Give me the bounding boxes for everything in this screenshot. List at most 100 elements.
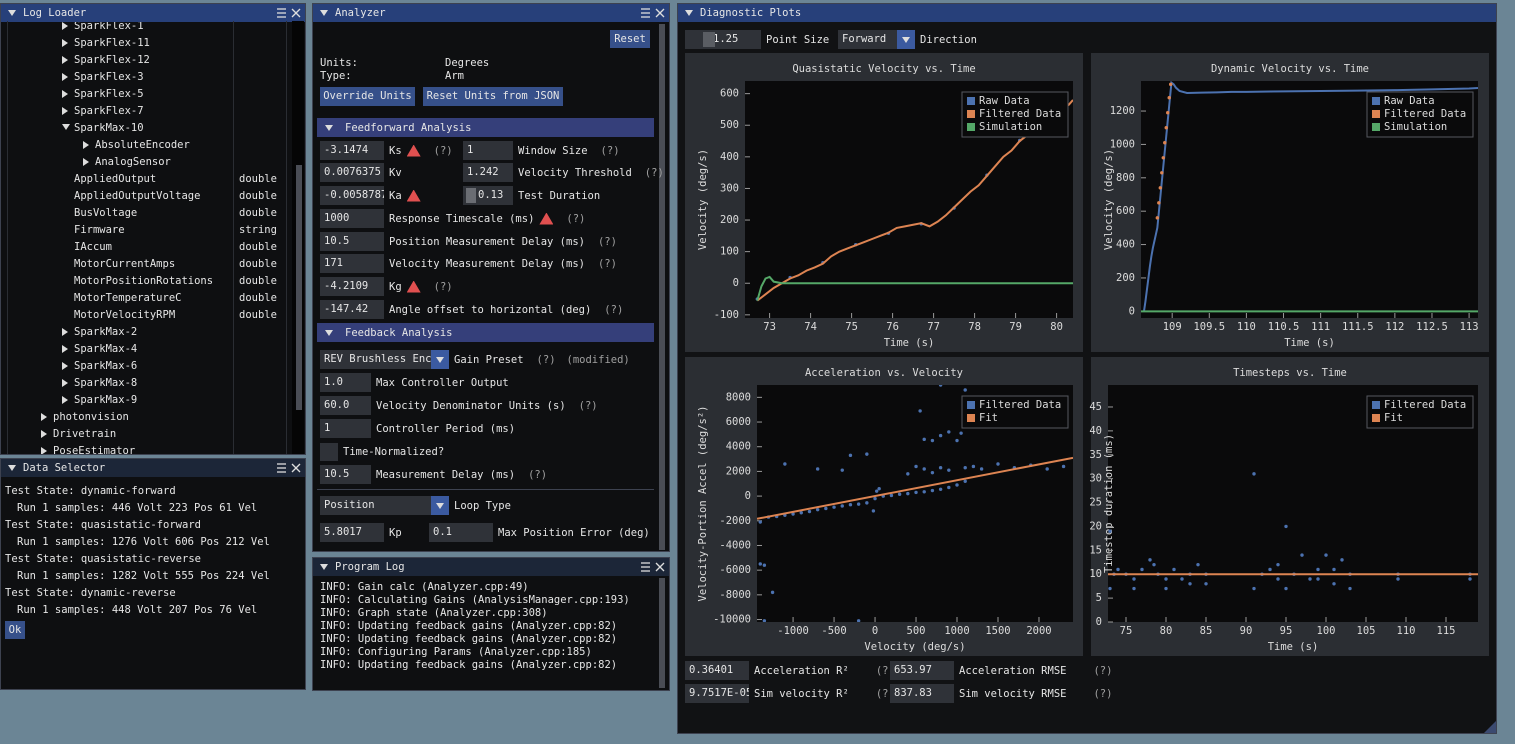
- input-field[interactable]: 1: [463, 141, 513, 160]
- help-marker[interactable]: (?): [536, 353, 556, 366]
- input-field[interactable]: 0.36401: [685, 661, 749, 680]
- tree-item[interactable]: AbsoluteEncoder: [95, 139, 190, 151]
- warning-icon[interactable]: [406, 144, 421, 157]
- window-controls[interactable]: [274, 4, 304, 22]
- tree-arrow[interactable]: [41, 430, 47, 438]
- input-field[interactable]: 653.97: [890, 661, 954, 680]
- tree-arrow[interactable]: [62, 362, 68, 370]
- help-marker[interactable]: (?): [578, 399, 598, 412]
- help-marker[interactable]: (?): [604, 303, 624, 316]
- tree-arrow[interactable]: [62, 328, 68, 336]
- input-field[interactable]: 10.5: [320, 232, 384, 251]
- input-field[interactable]: 837.83: [890, 684, 954, 703]
- tree-item[interactable]: IAccum: [74, 241, 112, 253]
- tree-item[interactable]: AppliedOutput: [74, 173, 157, 185]
- input-field[interactable]: 1000: [320, 209, 384, 228]
- tree-arrow[interactable]: [62, 22, 68, 30]
- tree-item[interactable]: SparkFlex-1: [74, 22, 144, 32]
- dropdown-arrow[interactable]: [897, 30, 915, 49]
- tree-arrow[interactable]: [62, 345, 68, 353]
- help-marker[interactable]: (?): [597, 235, 617, 248]
- dropdown[interactable]: REV Brushless Enc: [320, 350, 449, 369]
- help-marker[interactable]: (?): [433, 280, 453, 293]
- title-bar[interactable]: Data Selector: [1, 459, 305, 477]
- input-field[interactable]: -3.1474: [320, 141, 384, 160]
- title-bar[interactable]: Diagnostic Plots: [678, 4, 1496, 22]
- input-field[interactable]: 171: [320, 254, 384, 273]
- input-field[interactable]: 1: [320, 419, 371, 438]
- tree-arrow[interactable]: [62, 107, 68, 115]
- help-marker[interactable]: (?): [600, 144, 620, 157]
- tree-arrow[interactable]: [62, 56, 68, 64]
- resize-grip[interactable]: [1484, 721, 1496, 733]
- input-field[interactable]: 1.242: [463, 163, 513, 182]
- input-field[interactable]: 0.13: [463, 186, 513, 205]
- window-controls[interactable]: [638, 4, 668, 22]
- tree-item[interactable]: SparkMax-8: [74, 377, 138, 389]
- collapsing-header[interactable]: Feedforward Analysis: [317, 118, 654, 137]
- tree-item[interactable]: SparkFlex-3: [74, 71, 144, 83]
- dropdown[interactable]: Forward: [838, 30, 915, 49]
- tree-item[interactable]: MotorCurrentAmps: [74, 258, 176, 270]
- tree-arrow[interactable]: [41, 413, 47, 421]
- warning-icon[interactable]: [406, 189, 421, 202]
- tree-arrow[interactable]: [62, 73, 68, 81]
- collapse-arrow[interactable]: [8, 10, 16, 16]
- help-marker[interactable]: (?): [566, 212, 586, 225]
- warning-icon[interactable]: [539, 212, 554, 225]
- collapse-arrow[interactable]: [8, 465, 16, 471]
- input-field[interactable]: -147.42: [320, 300, 384, 319]
- dropdown-arrow[interactable]: [431, 350, 449, 369]
- title-bar[interactable]: Program Log: [313, 558, 669, 576]
- title-bar[interactable]: Analyzer: [313, 4, 669, 22]
- help-marker[interactable]: (?): [1093, 687, 1113, 700]
- button[interactable]: Override Units: [320, 87, 415, 106]
- tree-item[interactable]: Firmware: [74, 224, 125, 236]
- title-bar[interactable]: Log Loader: [1, 4, 305, 22]
- tree-item[interactable]: SparkMax-2: [74, 326, 138, 338]
- input-field[interactable]: -4.2109: [320, 277, 384, 296]
- tree-item[interactable]: SparkMax-6: [74, 360, 138, 372]
- tree-arrow[interactable]: [62, 124, 70, 130]
- dropdown-arrow[interactable]: [431, 496, 449, 515]
- tree-arrow[interactable]: [41, 447, 47, 454]
- warning-icon[interactable]: [406, 280, 421, 293]
- input-field[interactable]: 9.7517E-05: [685, 684, 749, 703]
- tree-arrow[interactable]: [62, 39, 68, 47]
- button[interactable]: Reset Units from JSON: [423, 87, 563, 106]
- help-marker[interactable]: (?): [597, 257, 617, 270]
- checkbox[interactable]: [320, 442, 338, 461]
- tree-item[interactable]: SparkMax-9: [74, 394, 138, 406]
- help-marker[interactable]: (?): [1093, 664, 1113, 677]
- tree-item[interactable]: BusVoltage: [74, 207, 138, 219]
- input-field[interactable]: 0.0076375: [320, 163, 384, 182]
- tree-item[interactable]: AppliedOutputVoltage: [74, 190, 201, 202]
- collapse-arrow[interactable]: [320, 10, 328, 16]
- tree-item[interactable]: SparkFlex-11: [74, 37, 150, 49]
- tree-arrow[interactable]: [83, 141, 89, 149]
- button[interactable]: Ok: [5, 621, 25, 639]
- input-field[interactable]: 5.8017: [320, 523, 384, 542]
- input-field[interactable]: 1.0: [320, 373, 371, 392]
- input-field[interactable]: -0.0058787: [320, 186, 384, 205]
- help-marker[interactable]: (?): [528, 468, 548, 481]
- collapse-arrow[interactable]: [685, 10, 693, 16]
- input-field[interactable]: 0.1: [429, 523, 493, 542]
- tree-item[interactable]: MotorVelocityRPM: [74, 309, 176, 321]
- input-field[interactable]: 60.0: [320, 396, 371, 415]
- help-marker[interactable]: (?): [644, 166, 664, 179]
- tree-item[interactable]: SparkFlex-5: [74, 88, 144, 100]
- tree-item[interactable]: photonvision: [53, 411, 129, 423]
- input-field[interactable]: 1.25: [685, 30, 761, 49]
- window-controls[interactable]: [638, 558, 668, 576]
- tree-item[interactable]: AnalogSensor: [95, 156, 171, 168]
- dropdown[interactable]: Position: [320, 496, 449, 515]
- collapsing-header[interactable]: Feedback Analysis: [317, 323, 654, 342]
- tree-item[interactable]: SparkMax-4: [74, 343, 138, 355]
- tree-arrow[interactable]: [62, 379, 68, 387]
- tree-arrow[interactable]: [62, 396, 68, 404]
- window-controls[interactable]: [274, 459, 304, 477]
- tree-item[interactable]: SparkFlex-12: [74, 54, 150, 66]
- tree-item[interactable]: Drivetrain: [53, 428, 117, 440]
- tree-arrow[interactable]: [62, 90, 68, 98]
